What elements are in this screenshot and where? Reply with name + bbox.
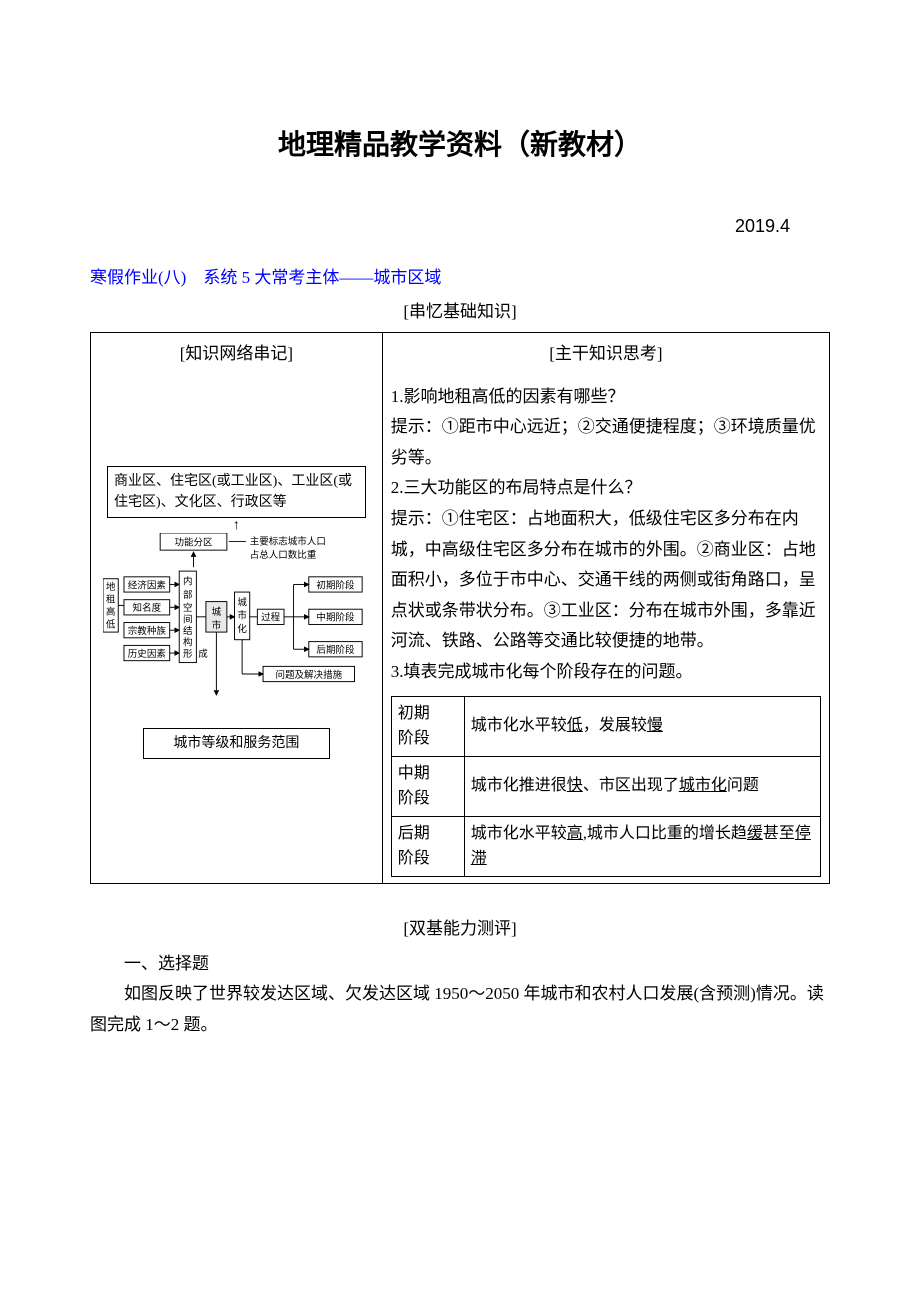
flow-svg: .bx{fill:#fff;stroke:#000;stroke-width:1… bbox=[103, 533, 370, 724]
stage-desc-3: 城市化水平较高,城市人口比重的增长趋缓甚至停滞 bbox=[464, 816, 820, 876]
a2: 提示：①住宅区：占地面积大，低级住宅区多分布在内城，中高级住宅区多分布在城市的外… bbox=[391, 504, 821, 657]
question-intro-para: 如图反映了世界较发达区域、欠发达区域 1950～2050 年城市和农村人口发展(… bbox=[90, 979, 830, 1040]
svg-func-div: 功能分区 bbox=[174, 536, 213, 548]
stage2b: 阶段 bbox=[398, 790, 430, 807]
up-arrow-icon: ↑ bbox=[103, 518, 370, 533]
d2s: 问题 bbox=[727, 777, 759, 794]
stage3a: 后期 bbox=[398, 825, 430, 842]
d3u1: 高 bbox=[567, 825, 583, 842]
d3m2: 甚至 bbox=[763, 825, 795, 842]
q2: 2.三大功能区的布局特点是什么？ bbox=[391, 473, 821, 504]
stage1a: 初期 bbox=[398, 705, 430, 722]
right-cell-content: 1.影响地租高低的因素有哪些？ 提示：①距市中心远近；②交通便捷程度；③环境质量… bbox=[382, 376, 829, 884]
d2u1: 快 bbox=[567, 777, 583, 794]
d2a: 城市化推进很 bbox=[471, 777, 567, 794]
d3u2: 缓 bbox=[747, 825, 763, 842]
diagram-top-row: 商业区、住宅区(或工业区)、工业区(或住宅区)、文化区、行政区等 bbox=[107, 466, 366, 518]
d3m: ,城市人口比重的增长趋 bbox=[583, 825, 747, 842]
date-text: 2019.4 bbox=[90, 210, 830, 242]
diagram-bottom-box: 城市等级和服务范围 bbox=[143, 728, 330, 759]
d2u2: 城市化 bbox=[679, 777, 727, 794]
d3a: 城市化水平较 bbox=[471, 825, 567, 842]
bracket-base-knowledge: [串忆基础知识] bbox=[90, 297, 830, 328]
lesson-title-prefix: 寒假作业(八) bbox=[90, 268, 203, 287]
d1u2: 慢 bbox=[647, 717, 663, 734]
d1u1: 低 bbox=[567, 717, 583, 734]
stage2a: 中期 bbox=[398, 765, 430, 782]
stage1b: 阶段 bbox=[398, 730, 430, 747]
svg-problems: 问题及解决措施 bbox=[275, 669, 342, 681]
q1: 1.影响地租高低的因素有哪些？ bbox=[391, 382, 821, 413]
d2m: 、市区出现了 bbox=[583, 777, 679, 794]
a1: 提示：①距市中心远近；②交通便捷程度；③环境质量优劣等。 bbox=[391, 412, 821, 473]
stage-cell-3: 后期 阶段 bbox=[391, 816, 464, 876]
main-title: 地理精品教学资料（新教材） bbox=[90, 120, 830, 170]
right-header: [主干知识思考] bbox=[382, 332, 829, 375]
stage-desc-2: 城市化推进很快、市区出现了城市化问题 bbox=[464, 756, 820, 816]
d1m: ，发展较 bbox=[583, 717, 647, 734]
stage-cell-2: 中期 阶段 bbox=[391, 756, 464, 816]
lesson-title-rest: 系统 5 大常考主体——城市区域 bbox=[203, 268, 441, 287]
knowledge-diagram: 商业区、住宅区(或工业区)、工业区(或住宅区)、文化区、行政区等 ↑ .bx{f… bbox=[99, 382, 374, 763]
svg-top-a: 主要标志城市人口 bbox=[250, 535, 326, 547]
svg-process: 过程 bbox=[261, 612, 281, 624]
d1a: 城市化水平较 bbox=[471, 717, 567, 734]
stage3b: 阶段 bbox=[398, 850, 430, 867]
lesson-title: 寒假作业(八) 系统 5 大常考主体——城市区域 bbox=[90, 263, 830, 294]
bracket-ability: [双基能力测评] bbox=[90, 914, 830, 945]
left-header: [知识网络串记] bbox=[91, 332, 383, 375]
left-cell-diagram: 商业区、住宅区(或工业区)、工业区(或住宅区)、文化区、行政区等 ↑ .bx{f… bbox=[91, 376, 383, 884]
section-1-heading: 一、选择题 bbox=[90, 949, 830, 980]
document-page: 地理精品教学资料（新教材） 2019.4 寒假作业(八) 系统 5 大常考主体—… bbox=[0, 0, 920, 1302]
stages-table: 初期 阶段 城市化水平较低，发展较慢 中期 阶段 城市化推进 bbox=[391, 696, 821, 878]
stage-desc-1: 城市化水平较低，发展较慢 bbox=[464, 696, 820, 756]
two-column-layout: [知识网络串记] [主干知识思考] 商业区、住宅区(或工业区)、工业区(或住宅区… bbox=[90, 332, 830, 884]
q3: 3.填表完成城市化每个阶段存在的问题。 bbox=[391, 657, 821, 688]
svg-top-b: 占总人口数比重 bbox=[250, 549, 317, 561]
stage-cell-1: 初期 阶段 bbox=[391, 696, 464, 756]
